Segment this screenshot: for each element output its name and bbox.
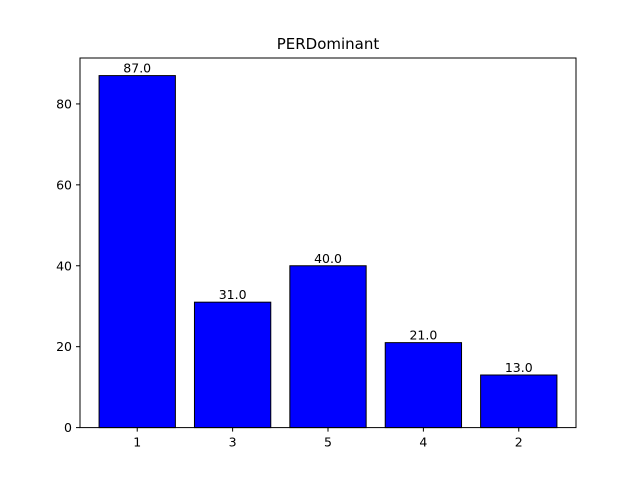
data-label-3: 31.0: [219, 287, 247, 302]
y-axis: 0 20 40 60 80: [56, 96, 80, 435]
bar-4: [384, 342, 463, 429]
y-tick-label-20: 20: [56, 339, 72, 354]
y-tick-label-40: 40: [56, 258, 72, 273]
data-label-4: 21.0: [409, 328, 437, 343]
data-label-2: 13.0: [505, 360, 533, 375]
bar-3: [193, 301, 272, 429]
x-tick-label-1: 1: [133, 435, 141, 450]
y-tick-label-0: 0: [64, 420, 72, 435]
data-label-5: 40.0: [314, 251, 342, 266]
data-labels-group: 87.0 31.0 40.0 21.0 13.0: [123, 61, 532, 375]
bar-2: [480, 374, 558, 429]
bar-1: [98, 75, 176, 429]
x-tick-label-2: 2: [515, 435, 523, 450]
y-tick-label-80: 80: [56, 96, 72, 111]
data-label-1: 87.0: [123, 61, 151, 76]
x-tick-label-4: 4: [419, 435, 427, 450]
bars-group: [98, 75, 558, 429]
x-axis: 1 3 5 4 2: [133, 427, 523, 450]
chart-title: PERDominant: [277, 35, 380, 53]
x-tick-label-3: 3: [229, 435, 237, 450]
bar-5: [289, 265, 367, 429]
y-tick-label-60: 60: [56, 177, 72, 192]
x-tick-label-5: 5: [324, 435, 332, 450]
